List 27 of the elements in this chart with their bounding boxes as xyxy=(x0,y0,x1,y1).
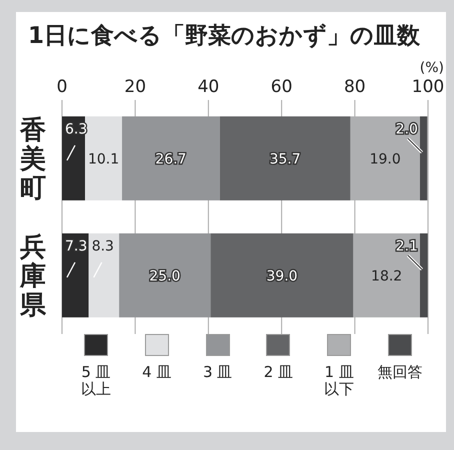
legend-label: 5 皿以上 xyxy=(81,363,111,398)
data-label: 10.1 xyxy=(88,151,120,168)
x-tick-label: 60 xyxy=(270,77,292,97)
y-tick-label: 香美町 xyxy=(19,116,46,204)
data-label: 18.2 xyxy=(371,268,402,284)
legend-label: 4 皿 xyxy=(142,363,172,381)
data-label: 8.3 xyxy=(92,238,114,254)
y-tick-label: 兵庫県 xyxy=(19,232,47,321)
data-label: 25.0 xyxy=(149,268,180,284)
x-tick-label: 100 xyxy=(412,77,444,97)
data-label: 2.0 xyxy=(396,121,418,138)
data-label: 2.1 xyxy=(396,238,418,254)
legend-label: 2 皿 xyxy=(264,363,294,381)
x-tick-label: 0 xyxy=(56,77,68,97)
legend-label: 無回答 xyxy=(377,363,422,381)
legend-label: 3 皿 xyxy=(202,363,232,381)
data-label: 39.0 xyxy=(266,268,298,284)
data-label: 7.3 xyxy=(65,238,88,254)
data-label: 19.0 xyxy=(370,151,401,168)
legend-label: 1 皿以下 xyxy=(324,363,354,398)
x-axis-title: (%) xyxy=(420,60,444,76)
x-tick-label: 20 xyxy=(124,77,146,97)
data-label: 26.7 xyxy=(155,151,186,168)
chart-title: 1日に食べる「野菜のおかず」の皿数 xyxy=(28,22,420,51)
data-label: 35.7 xyxy=(269,151,301,168)
x-tick-label: 80 xyxy=(344,77,366,97)
x-tick-label: 40 xyxy=(198,77,220,97)
